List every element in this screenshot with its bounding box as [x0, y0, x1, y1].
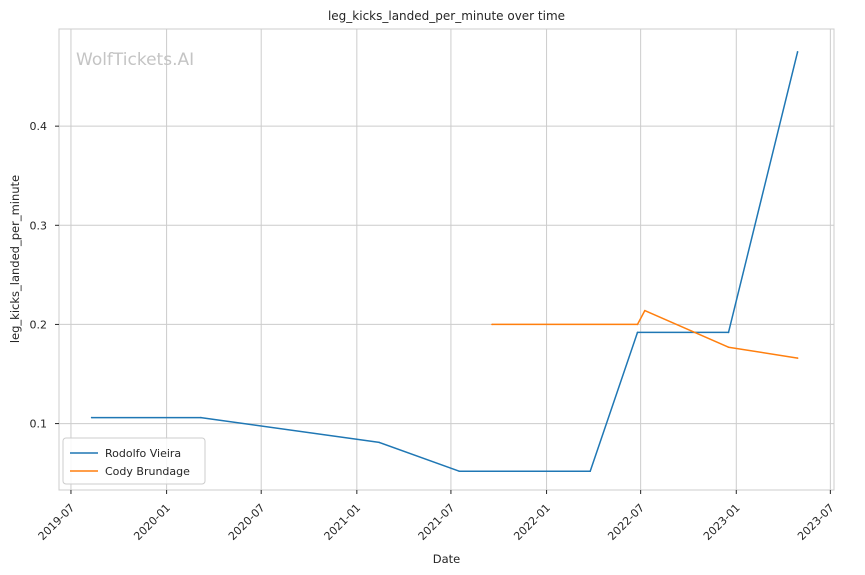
data-point [727, 346, 730, 349]
plot-frame [58, 28, 835, 491]
y-axis-ticks: 0.1 0.2 0.3 0.4 [30, 120, 59, 431]
legend-box [62, 437, 206, 485]
data-point [491, 323, 493, 326]
data-point [458, 470, 461, 473]
y-tick-label: 0.4 [30, 120, 48, 133]
watermark-text: WolfTickets.AI [76, 50, 194, 70]
series-layer [90, 51, 799, 473]
y-axis-title: leg_kicks_landed_per_minute [8, 175, 22, 343]
data-point [727, 331, 730, 334]
data-point [636, 323, 639, 326]
data-point [796, 357, 799, 359]
series-line-rodolfo-vieira [91, 51, 799, 472]
data-point [90, 416, 93, 419]
data-point [636, 331, 639, 334]
data-point [378, 441, 381, 444]
data-point [644, 309, 646, 312]
y-tick-label: 0.1 [30, 418, 48, 431]
x-axis-title: Date [433, 552, 461, 566]
chart-title: leg_kicks_landed_per_minute over time [328, 9, 565, 23]
legend-label-rodolfo-vieira: Rodolfo Vieira [105, 447, 181, 460]
legend: Rodolfo Vieira Cody Brundage [62, 437, 206, 485]
grid [59, 29, 834, 490]
legend-label-cody-brundage: Cody Brundage [105, 465, 190, 478]
data-point [200, 416, 202, 419]
data-point [796, 51, 799, 53]
data-point [589, 470, 591, 473]
y-tick-label: 0.2 [30, 318, 48, 331]
y-tick-label: 0.3 [30, 219, 48, 232]
